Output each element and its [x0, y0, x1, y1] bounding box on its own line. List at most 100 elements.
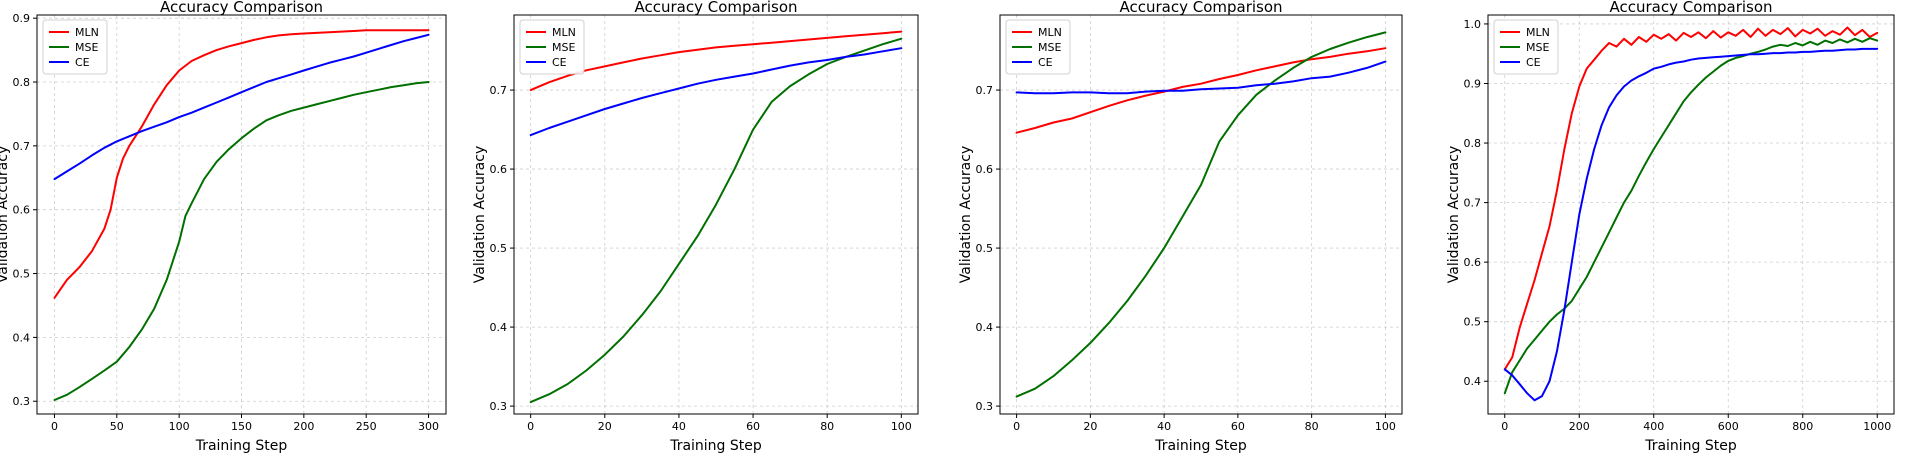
- x-tick-label: 80: [820, 420, 834, 433]
- y-tick-label: 0.6: [976, 163, 994, 176]
- y-tick-label: 0.8: [13, 76, 31, 89]
- y-tick-label: 0.4: [13, 331, 31, 344]
- legend-frame: [519, 19, 585, 75]
- y-tick-label: 0.3: [490, 400, 508, 413]
- plot-area: [514, 15, 918, 414]
- x-tick-label: 300: [418, 420, 439, 433]
- x-tick-label: 1000: [1863, 420, 1891, 433]
- axes-frame: [513, 14, 919, 415]
- series-line-ce: [1015, 60, 1387, 95]
- chart-title: Accuracy Comparison: [634, 0, 797, 16]
- legend-label-mse: MSE: [75, 41, 98, 54]
- series-line-mln: [1503, 26, 1879, 371]
- x-tick-label: 400: [1643, 420, 1664, 433]
- y-tick-label: 0.5: [490, 242, 508, 255]
- series-line-mse: [1503, 37, 1879, 395]
- legend-label-mse: MSE: [552, 41, 575, 54]
- x-tick-label: 80: [1305, 420, 1319, 433]
- legend-label-mln: MLN: [552, 26, 576, 39]
- chart-3: 0 20 40 60 80 100 0.3 0.4 0.5 0.6 0.7 Accuracy Comp…: [958, 0, 1403, 454]
- x-tick-label: 50: [110, 420, 124, 433]
- series-line-mse: [1015, 31, 1387, 398]
- legend-label-ce: CE: [75, 56, 90, 69]
- x-tick-label: 20: [598, 420, 612, 433]
- y-tick-label: 0.6: [490, 163, 508, 176]
- series-line-mln: [529, 30, 903, 92]
- y-tick-label: 0.4: [490, 321, 508, 334]
- x-tick-label: 60: [1231, 420, 1245, 433]
- x-tick-label: 150: [231, 420, 252, 433]
- y-tick-label: 0.5: [976, 242, 994, 255]
- series-line-ce: [1503, 47, 1879, 402]
- legend-label-mln: MLN: [1038, 26, 1062, 39]
- y-axis-label: Validation Accuracy: [0, 146, 11, 284]
- chart-title: Accuracy Comparison: [1609, 0, 1772, 16]
- y-tick-label: 0.3: [13, 395, 31, 408]
- legend-label-mln: MLN: [75, 26, 99, 39]
- x-tick-label: 40: [1157, 420, 1171, 433]
- legend: MLN MSE CE: [1493, 19, 1559, 75]
- legend-frame: [42, 19, 108, 75]
- legend-label-mln: MLN: [1526, 26, 1550, 39]
- legend-label-mse: MSE: [1038, 41, 1061, 54]
- y-tick-label: 1.0: [1464, 18, 1482, 31]
- y-tick-label: 0.4: [1464, 375, 1482, 388]
- x-tick-label: 100: [1375, 420, 1396, 433]
- y-axis-label: Validation Accuracy: [472, 146, 488, 284]
- x-tick-label: 100: [891, 420, 912, 433]
- y-tick-label: 0.6: [1464, 256, 1482, 269]
- y-tick-label: 0.7: [13, 140, 31, 153]
- x-tick-label: 60: [746, 420, 760, 433]
- x-tick-label: 200: [1569, 420, 1590, 433]
- x-tick-label: 100: [169, 420, 190, 433]
- chart-title: Accuracy Comparison: [160, 0, 323, 16]
- x-tick-label: 200: [293, 420, 314, 433]
- legend-frame: [1493, 19, 1559, 75]
- legend-label-ce: CE: [1038, 56, 1053, 69]
- legend-label-ce: CE: [552, 56, 567, 69]
- legend-label-mse: MSE: [1526, 41, 1549, 54]
- legend-frame: [1005, 19, 1071, 75]
- x-tick-label: 0: [51, 420, 58, 433]
- legend-label-ce: CE: [1526, 56, 1541, 69]
- y-tick-label: 0.6: [13, 204, 31, 217]
- y-axis-label: Validation Accuracy: [1446, 146, 1462, 284]
- x-tick-label: 0: [1013, 420, 1020, 433]
- y-tick-label: 0.7: [490, 84, 508, 97]
- y-tick-label: 0.7: [976, 84, 994, 97]
- y-tick-label: 0.8: [1464, 137, 1482, 150]
- x-tick-label: 0: [527, 420, 534, 433]
- legend: MLN MSE CE: [42, 19, 108, 75]
- series-line-ce: [529, 47, 903, 137]
- series-line-mse: [529, 37, 903, 404]
- chart-title: Accuracy Comparison: [1119, 0, 1282, 16]
- series-line-mln: [1015, 47, 1387, 134]
- series-line-mln: [53, 29, 430, 299]
- chart-2: 0 20 40 60 80 100 0.3 0.4 0.5 0.6 0.7 Accuracy Comp…: [472, 0, 919, 454]
- x-tick-label: 250: [356, 420, 377, 433]
- y-axis-label: Validation Accuracy: [958, 146, 974, 284]
- x-tick-label: 0: [1501, 420, 1508, 433]
- chart-4: 0 200 400 600 800 1000 0.4 0.5 0.6 0.7 0.8 0.9 1.0 Ac…: [1446, 0, 1895, 454]
- x-tick-label: 800: [1792, 420, 1813, 433]
- y-tick-label: 0.5: [13, 268, 31, 281]
- plot-area: [1000, 15, 1402, 414]
- legend: MLN MSE CE: [519, 19, 585, 75]
- series-line-ce: [53, 33, 430, 181]
- y-tick-label: 0.5: [1464, 316, 1482, 329]
- y-tick-label: 0.4: [976, 321, 994, 334]
- chart-1: 0 50 100 150 200 250 300 0.3 0.4 0.5 0.6 0.7 0.8 0.9 A…: [0, 0, 447, 454]
- y-tick-label: 0.3: [976, 400, 994, 413]
- series-line-mse: [53, 81, 430, 401]
- x-axis-label: Training Step: [195, 438, 288, 454]
- x-axis-label: Training Step: [669, 438, 762, 454]
- x-axis-label: Training Step: [1644, 438, 1737, 454]
- y-tick-label: 0.9: [13, 12, 31, 25]
- x-tick-label: 20: [1083, 420, 1097, 433]
- x-tick-label: 40: [672, 420, 686, 433]
- x-tick-label: 600: [1718, 420, 1739, 433]
- y-tick-label: 0.9: [1464, 77, 1482, 90]
- y-tick-label: 0.7: [1464, 197, 1482, 210]
- x-axis-label: Training Step: [1154, 438, 1247, 454]
